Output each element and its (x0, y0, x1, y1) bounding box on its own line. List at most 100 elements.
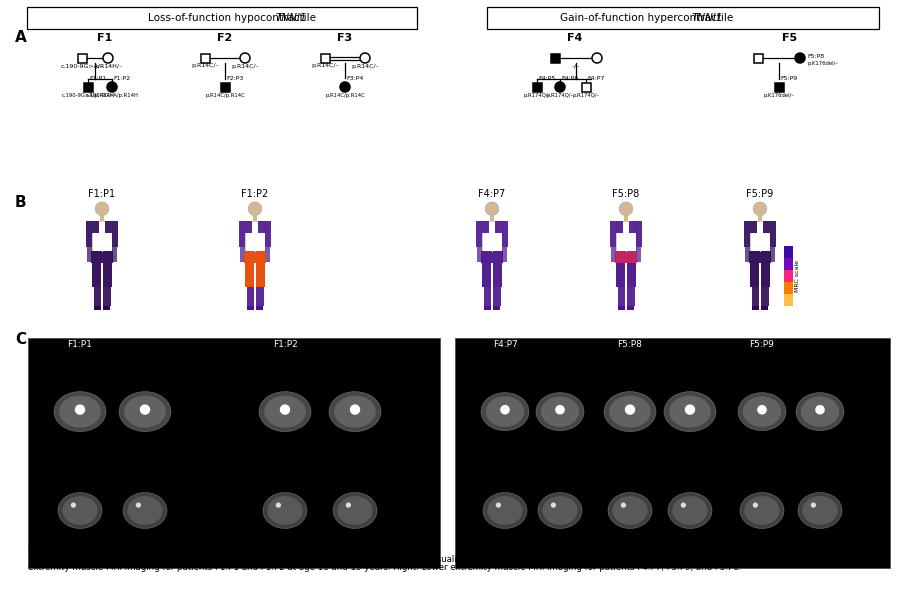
Bar (493, 287, 500, 306)
Bar (752, 306, 759, 310)
Circle shape (136, 503, 141, 508)
Bar (627, 263, 636, 287)
Ellipse shape (58, 493, 102, 529)
Bar (105, 221, 112, 232)
Circle shape (625, 404, 635, 415)
Ellipse shape (738, 392, 786, 431)
Bar (785, 245, 793, 258)
Text: –/–: –/– (572, 64, 580, 69)
Bar (245, 221, 252, 232)
Circle shape (500, 405, 510, 415)
Bar (616, 221, 636, 251)
Bar (255, 263, 265, 287)
Text: F1:P2: F1:P2 (273, 340, 297, 349)
Text: B: B (15, 195, 26, 210)
Bar (619, 306, 625, 310)
Ellipse shape (123, 493, 167, 529)
Bar (92, 221, 112, 251)
Bar (618, 287, 625, 306)
Bar (502, 221, 508, 247)
Ellipse shape (801, 396, 839, 427)
Ellipse shape (541, 396, 579, 427)
Text: p.R14C/–: p.R14C/– (191, 64, 219, 68)
Bar (616, 221, 622, 232)
Circle shape (753, 202, 766, 215)
Bar (265, 221, 271, 247)
Bar (103, 287, 111, 306)
Bar (112, 221, 118, 247)
Bar (627, 287, 634, 306)
Ellipse shape (609, 396, 651, 428)
Text: TNNI1: TNNI1 (692, 13, 723, 23)
Bar (482, 263, 491, 287)
Bar (100, 215, 104, 221)
Ellipse shape (124, 396, 166, 428)
Ellipse shape (259, 392, 311, 432)
Bar (482, 221, 502, 251)
Bar (761, 306, 767, 310)
Bar (758, 215, 762, 221)
Bar (754, 54, 763, 63)
Circle shape (811, 503, 816, 508)
Bar (87, 247, 92, 262)
Circle shape (103, 53, 113, 63)
Ellipse shape (481, 392, 529, 431)
Text: p.R14C/p.R14C: p.R14C/p.R14C (205, 93, 245, 97)
Bar (775, 83, 784, 91)
Bar (636, 247, 641, 262)
Bar (86, 221, 92, 247)
Bar (745, 247, 750, 262)
Text: Loss-of-function hypocontractile: Loss-of-function hypocontractile (148, 13, 319, 23)
Text: Fig. 2.: Fig. 2. (28, 546, 62, 555)
Circle shape (753, 503, 758, 508)
Bar (490, 215, 494, 221)
Bar (493, 306, 499, 310)
Text: C: C (15, 332, 26, 347)
Bar (83, 83, 92, 91)
Bar (455, 338, 890, 568)
Ellipse shape (604, 392, 656, 432)
Bar (749, 251, 771, 263)
Text: F4:P5: F4:P5 (538, 77, 555, 81)
Text: F4: F4 (567, 33, 583, 43)
Ellipse shape (536, 392, 584, 431)
Text: F5:P8: F5:P8 (612, 189, 640, 199)
Text: p.R14C/–: p.R14C/– (311, 64, 339, 68)
Text: F1:P2: F1:P2 (113, 76, 130, 81)
Text: F5: F5 (783, 33, 797, 43)
Text: F4:P7: F4:P7 (587, 77, 604, 81)
Bar (484, 287, 491, 306)
Text: p.R174Q/–: p.R174Q/– (573, 93, 600, 97)
Text: MRC scale: MRC scale (795, 260, 800, 291)
Text: F5:P9: F5:P9 (780, 77, 797, 81)
Ellipse shape (543, 496, 578, 525)
Bar (477, 247, 482, 262)
Circle shape (240, 53, 250, 63)
Ellipse shape (128, 496, 162, 525)
Circle shape (346, 503, 351, 508)
Bar (750, 221, 770, 251)
Ellipse shape (668, 493, 712, 529)
Circle shape (496, 503, 501, 508)
Bar (476, 221, 482, 247)
Bar (770, 247, 776, 262)
Circle shape (551, 503, 556, 508)
Text: p.K176del/–: p.K176del/– (807, 61, 838, 65)
Ellipse shape (664, 392, 716, 432)
Ellipse shape (63, 496, 98, 525)
Bar (636, 221, 642, 247)
Text: F1:P1: F1:P1 (68, 340, 92, 349)
Ellipse shape (59, 396, 101, 428)
Ellipse shape (54, 392, 106, 432)
Ellipse shape (337, 496, 372, 525)
Bar (103, 306, 110, 310)
Bar (750, 263, 759, 287)
Bar (78, 54, 86, 63)
Ellipse shape (486, 396, 525, 427)
FancyBboxPatch shape (487, 7, 879, 29)
Text: p.R174Q/–: p.R174Q/– (524, 93, 551, 97)
Text: F3: F3 (337, 33, 352, 43)
Circle shape (815, 405, 824, 415)
Ellipse shape (670, 396, 711, 428)
Bar (94, 306, 101, 310)
